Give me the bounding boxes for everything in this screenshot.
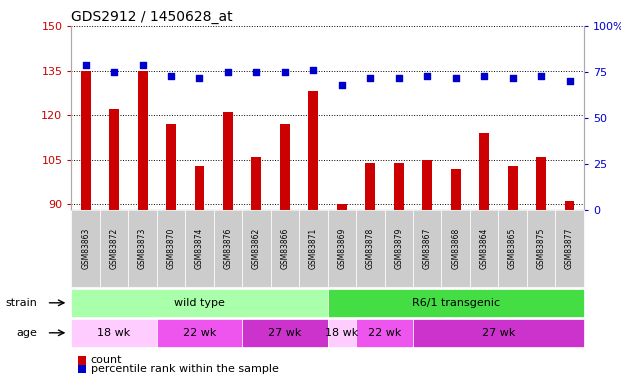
Bar	[470, 210, 498, 287]
Point	[422, 73, 432, 79]
Bar	[356, 319, 413, 347]
Bar	[527, 210, 555, 287]
Point	[223, 69, 233, 75]
Bar	[194, 165, 204, 210]
Text: age: age	[16, 328, 37, 338]
Bar	[71, 319, 156, 347]
Bar	[536, 157, 546, 210]
Bar	[394, 163, 404, 210]
Point	[252, 69, 261, 75]
Bar	[71, 210, 100, 287]
Bar	[242, 319, 328, 347]
Point	[536, 73, 546, 79]
Text: 27 wk: 27 wk	[482, 328, 515, 338]
Point	[507, 75, 517, 81]
Point	[166, 73, 176, 79]
Bar	[242, 210, 271, 287]
Text: GSM83876: GSM83876	[224, 228, 232, 269]
Point	[81, 62, 91, 68]
Text: GSM83870: GSM83870	[166, 228, 176, 269]
Bar	[100, 210, 129, 287]
Bar	[564, 201, 574, 210]
Point	[194, 75, 204, 81]
Bar	[384, 210, 413, 287]
Text: R6/1 transgenic: R6/1 transgenic	[412, 298, 500, 308]
Text: GSM83874: GSM83874	[195, 228, 204, 269]
Bar	[271, 210, 299, 287]
Bar	[413, 210, 442, 287]
Text: GSM83877: GSM83877	[565, 228, 574, 269]
Bar	[223, 112, 233, 210]
Text: 22 wk: 22 wk	[368, 328, 401, 338]
Bar	[498, 210, 527, 287]
Bar	[309, 92, 319, 210]
Bar	[156, 210, 185, 287]
Bar	[78, 356, 86, 364]
Point	[138, 62, 148, 68]
Bar	[252, 157, 261, 210]
Point	[564, 78, 574, 84]
Text: GSM83865: GSM83865	[508, 228, 517, 269]
Bar	[78, 364, 86, 373]
Bar	[328, 210, 356, 287]
Bar	[166, 124, 176, 210]
Bar	[507, 165, 517, 210]
Text: GSM83869: GSM83869	[337, 228, 347, 269]
Text: GSM83866: GSM83866	[281, 228, 289, 269]
Text: GSM83871: GSM83871	[309, 228, 318, 269]
Bar	[299, 210, 327, 287]
Text: GSM83863: GSM83863	[81, 228, 90, 269]
Bar	[337, 204, 347, 210]
Text: GSM83868: GSM83868	[451, 228, 460, 269]
Point	[365, 75, 375, 81]
Bar	[109, 109, 119, 210]
Text: GSM83873: GSM83873	[138, 228, 147, 269]
Point	[309, 68, 319, 74]
Point	[479, 73, 489, 79]
Bar	[71, 289, 328, 317]
Bar	[356, 210, 384, 287]
Point	[337, 82, 347, 88]
Bar	[185, 210, 214, 287]
Bar	[214, 210, 242, 287]
Text: 27 wk: 27 wk	[268, 328, 302, 338]
Bar	[138, 71, 148, 210]
Bar	[422, 160, 432, 210]
Bar	[280, 124, 290, 210]
Point	[280, 69, 290, 75]
Point	[394, 75, 404, 81]
Text: 18 wk: 18 wk	[325, 328, 358, 338]
Bar	[413, 319, 584, 347]
Bar	[442, 210, 470, 287]
Text: GSM83872: GSM83872	[110, 228, 119, 269]
Bar	[328, 319, 356, 347]
Text: GSM83879: GSM83879	[394, 228, 403, 269]
Text: GSM83878: GSM83878	[366, 228, 374, 269]
Text: GDS2912 / 1450628_at: GDS2912 / 1450628_at	[71, 10, 233, 24]
Point	[451, 75, 461, 81]
Point	[109, 69, 119, 75]
Bar	[81, 71, 91, 210]
Bar	[156, 319, 242, 347]
Text: 18 wk: 18 wk	[97, 328, 131, 338]
Bar	[365, 163, 375, 210]
Bar	[479, 133, 489, 210]
Text: percentile rank within the sample: percentile rank within the sample	[91, 364, 279, 374]
Bar	[328, 289, 584, 317]
Text: GSM83867: GSM83867	[423, 228, 432, 269]
Text: GSM83875: GSM83875	[537, 228, 545, 269]
Text: wild type: wild type	[174, 298, 225, 308]
Bar	[451, 168, 461, 210]
Bar	[555, 210, 584, 287]
Text: count: count	[91, 356, 122, 365]
Text: GSM83862: GSM83862	[252, 228, 261, 269]
Text: strain: strain	[6, 298, 37, 308]
Text: GSM83864: GSM83864	[479, 228, 489, 269]
Text: 22 wk: 22 wk	[183, 328, 216, 338]
Bar	[129, 210, 156, 287]
